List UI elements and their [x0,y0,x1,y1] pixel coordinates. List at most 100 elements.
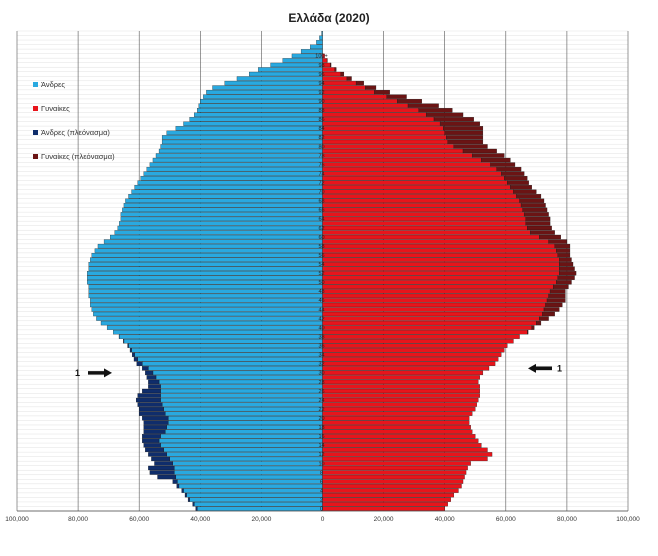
bar-men [161,139,323,145]
bar-women [322,53,325,59]
bar-men [152,157,323,163]
bar-women-surplus [554,243,571,249]
bar-women-surplus [520,203,546,208]
bar-men [158,438,323,443]
bar-women [322,126,444,131]
bar-women [322,99,398,104]
age-label: 68 [318,199,324,205]
bar-women-surplus [557,252,571,258]
bar-men [119,334,323,339]
age-label: 92 [318,90,324,96]
bar-women [322,289,551,294]
bar-women [322,334,520,339]
age-label: 74 [318,171,324,177]
age-label: 100+ [315,54,327,60]
age-label: 64 [318,217,324,223]
chart-title: Ελλάδα (2020) [288,11,369,25]
bar-women-surplus [433,117,474,122]
bar-women [322,402,477,407]
age-label: 88 [318,108,324,114]
age-label: 0 [320,507,323,513]
bar-women-surplus [553,284,569,290]
bar-men [90,257,323,262]
bar-women [322,316,540,321]
bar-women [322,456,488,462]
bar-men [120,216,323,222]
bar-men [160,388,323,394]
legend-label: Άνδρες (πλεόνασμα) [41,128,110,137]
bar-women-surplus [443,126,484,131]
bar-men [160,384,323,389]
legend-label: Γυναίκες [41,104,70,113]
bar-men [165,411,323,416]
bar-men [166,425,323,430]
age-label: 54 [318,262,324,268]
bar-men [93,311,323,317]
bar-women-surplus [374,89,390,95]
bar-men [90,298,323,303]
bar-men [319,35,323,40]
bar-men [310,44,323,50]
bar-women [322,243,555,249]
age-label: 30 [318,371,324,377]
age-label-layer: 0246810121416182022242628303234363840424… [315,54,327,513]
bar-women [322,89,375,95]
age-label: 90 [318,99,324,105]
bar-women-surplus [490,162,516,167]
bar-men [134,352,323,357]
bar-women [322,302,546,308]
arrow-left-icon [528,363,552,373]
bar-women [322,108,419,113]
bar-men [186,492,323,498]
bar-men [123,203,323,208]
bar-women [322,325,532,330]
bar-women [322,221,526,226]
age-label: 14 [318,443,324,449]
bar-men [146,166,323,172]
bar-women-surplus [444,130,484,136]
bar-men [97,243,323,249]
bar-women-surplus [507,180,529,185]
bar-men [158,148,323,154]
bar-men-surplus [129,348,132,353]
bar-women [322,80,357,86]
age-label: 16 [318,434,324,440]
bar-women [322,434,476,439]
bar-women-surplus [559,262,574,267]
bar-women [322,171,502,176]
bar-men [88,293,323,299]
bar-men [172,461,323,466]
bar-men-surplus [151,456,170,462]
bar-men [134,185,323,190]
age-label: 42 [318,316,324,322]
bar-women-surplus [446,135,484,140]
bar-women-surplus [418,108,453,113]
bar-men [189,117,323,122]
bar-women-surplus [548,293,566,299]
bar-women [322,497,451,502]
bar-women [322,393,480,398]
bar-men [119,221,323,226]
bar-women [322,135,447,140]
bar-men [206,89,323,95]
bar-men [177,479,323,484]
bar-women-surplus [556,280,572,285]
age-label: 96 [318,72,324,78]
bar-women-surplus [539,234,561,240]
age-label: 22 [318,407,324,413]
bar-men-surplus [127,343,129,348]
bar-women [322,203,522,208]
bar-men [321,31,323,36]
bar-men [160,443,323,448]
bar-men-surplus [181,488,184,493]
bar-men-surplus [154,461,173,466]
bar-women [322,361,496,366]
bar-women [322,348,505,353]
x-tick-label: 60,000 [496,516,516,523]
bar-women [322,384,480,389]
bar-men-surplus [143,443,161,448]
annotation-label-right: 1 [557,363,562,373]
age-label: 20 [318,416,324,422]
annotation-label-left: 1 [75,368,80,378]
bar-men-surplus [143,425,167,430]
